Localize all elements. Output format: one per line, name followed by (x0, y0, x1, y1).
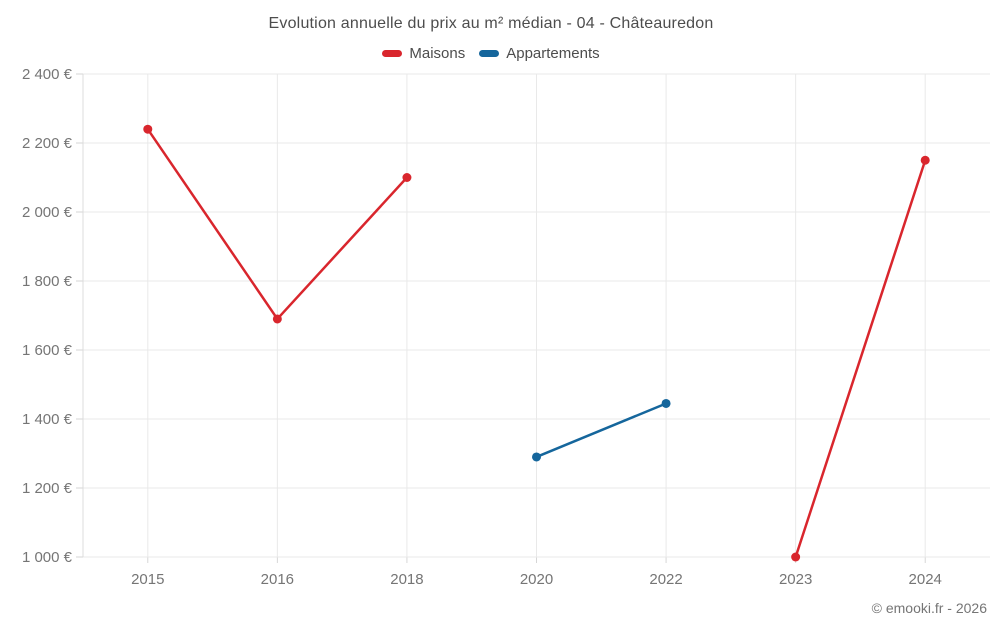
y-tick-label: 2 000 € (22, 204, 73, 221)
x-tick-label: 2015 (131, 571, 164, 588)
y-tick-label: 1 800 € (22, 273, 73, 290)
chart-legend: Maisons Appartements (0, 45, 982, 62)
y-tick-label: 1 200 € (22, 480, 73, 497)
x-tick-label: 2018 (390, 571, 423, 588)
data-point-maisons-2023[interactable] (791, 552, 801, 562)
data-point-maisons-2018[interactable] (402, 173, 412, 182)
x-tick-label: 2016 (261, 571, 294, 588)
x-tick-label: 2020 (520, 571, 553, 588)
legend-item-appartements[interactable]: Appartements (479, 45, 600, 62)
data-point-appartements-2020[interactable] (532, 452, 541, 462)
y-tick-label: 2 400 € (22, 66, 73, 83)
y-tick-label: 1 600 € (22, 342, 73, 359)
appartements-series-swatch-icon (479, 50, 500, 57)
legend-item-maisons[interactable]: Maisons (382, 45, 465, 62)
legend-label-maisons: Maisons (409, 45, 466, 62)
y-tick-label: 1 000 € (22, 549, 73, 566)
copyright-text: © emooki.fr - 2026 (871, 600, 987, 616)
y-tick-label: 2 200 € (22, 135, 73, 152)
y-tick-label: 1 400 € (22, 411, 73, 428)
series-line-appartements (535, 402, 668, 459)
x-tick-label: 2022 (649, 571, 682, 588)
legend-label-appartements: Appartements (506, 45, 600, 62)
data-point-maisons-2024[interactable] (920, 155, 930, 165)
x-tick-label: 2024 (909, 571, 942, 588)
data-point-maisons-2016[interactable] (272, 314, 282, 324)
chart-title: Evolution annuelle du prix au m² médian … (268, 15, 714, 32)
maisons-series-swatch-icon (382, 50, 403, 57)
data-point-maisons-2015[interactable] (143, 124, 153, 134)
series-line-maisons (794, 159, 927, 559)
data-point-appartements-2022[interactable] (661, 398, 671, 408)
x-tick-label: 2023 (779, 571, 812, 588)
